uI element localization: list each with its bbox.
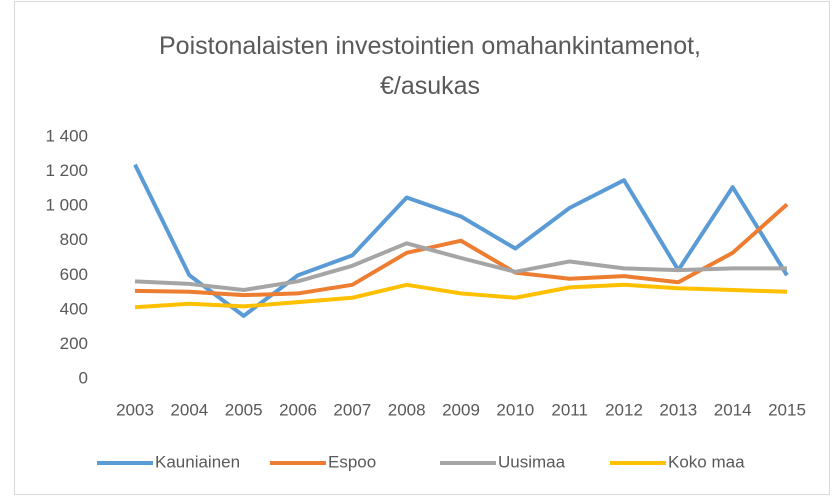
y-tick-label: 800 xyxy=(60,230,88,249)
x-tick-label: 2009 xyxy=(442,400,480,419)
x-tick-label: 2003 xyxy=(116,400,154,419)
x-tick-label: 2006 xyxy=(279,400,317,419)
x-tick-label: 2007 xyxy=(333,400,371,419)
series-line xyxy=(134,282,788,310)
legend-label: Kauniainen xyxy=(155,452,240,471)
legend-label: Espoo xyxy=(328,452,376,471)
legend-label: Koko maa xyxy=(668,452,745,471)
x-tick-label: 2004 xyxy=(170,400,208,419)
y-tick-label: 1 000 xyxy=(45,196,88,215)
y-tick-label: 200 xyxy=(60,334,88,353)
chart-title: Poistonalaisten investointien omahankint… xyxy=(158,32,701,100)
x-tick-label: 2010 xyxy=(496,400,534,419)
y-tick-label: 1 400 xyxy=(45,126,88,145)
series-line xyxy=(134,202,789,298)
x-tick-label: 2013 xyxy=(659,400,697,419)
y-tick-label: 400 xyxy=(60,299,88,318)
x-tick-label: 2012 xyxy=(605,400,643,419)
x-tick-label: 2008 xyxy=(388,400,426,419)
y-tick-label: 600 xyxy=(60,265,88,284)
x-tick-label: 2011 xyxy=(551,400,588,419)
y-tick-label: 0 xyxy=(79,368,88,387)
y-tick-label: 1 200 xyxy=(45,161,88,180)
legend-label: Uusimaa xyxy=(498,452,566,471)
x-tick-label: 2015 xyxy=(768,400,806,419)
x-tick-label: 2005 xyxy=(225,400,263,419)
x-tick-label: 2014 xyxy=(714,400,752,419)
series-line xyxy=(134,241,787,292)
